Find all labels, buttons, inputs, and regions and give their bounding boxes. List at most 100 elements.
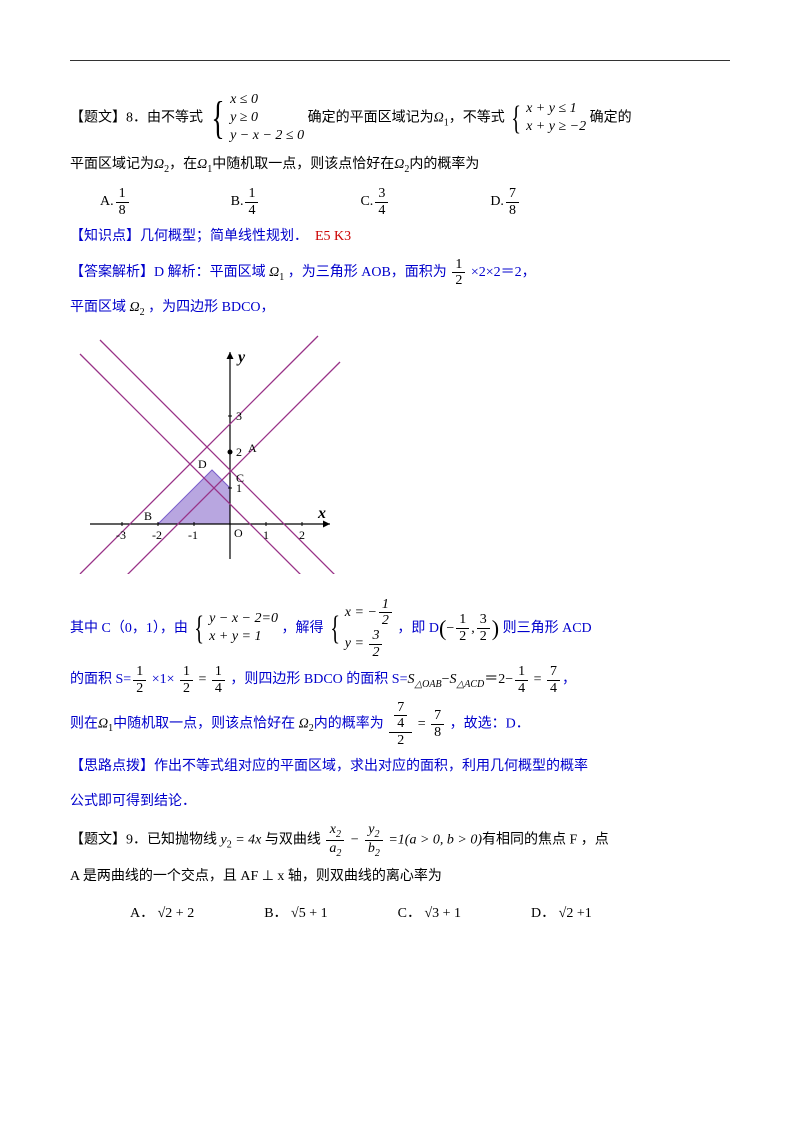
sb1n: 1: [379, 597, 392, 613]
xt-m2: -2: [152, 528, 162, 542]
c3b: 中随机取一点，则该点恰好在: [113, 716, 299, 731]
sys1-r3: y − x − 2 ≤ 0: [230, 127, 304, 145]
q8-t2d: 内的概率为: [409, 157, 479, 172]
q8-t1c: ，不等式: [449, 111, 505, 126]
omega2b: Ω: [394, 157, 404, 172]
calc-line1: 其中 C（0，1），由 { y − x − 2=0 x + y = 1 ，解得 …: [70, 597, 730, 661]
q9-opt-d: D． √2 +1: [531, 899, 592, 930]
bigfrac: 74 2: [389, 700, 412, 748]
q9-l2a: A 是两曲线的一个交点，且 AF ⊥ x 轴，则双曲线的离心率为: [70, 869, 442, 884]
ans2-b: ，为四边形 BDCO，: [145, 300, 275, 315]
ans-b: ，为三角形 AOB，面积为: [284, 265, 450, 280]
opt-b-lbl: B.: [231, 194, 244, 209]
half2: 12: [133, 664, 146, 696]
c3om1: Ω: [98, 716, 108, 731]
sysA: y − x − 2=0 x + y = 1: [209, 610, 278, 646]
q9-cond: =1(a > 0, b > 0): [388, 832, 482, 847]
sysB-r1: x = −12: [345, 597, 394, 629]
b-den: 4: [245, 203, 258, 218]
opt-a-lbl: A.: [100, 194, 114, 209]
sbr1p: x = −: [345, 605, 377, 620]
r3n: 7: [547, 664, 560, 680]
half-d: 2: [452, 273, 465, 288]
ans-om1: Ω: [269, 265, 279, 280]
ans-tag: 【答案解析】D: [70, 265, 164, 280]
comma2: ，: [562, 672, 576, 687]
r2d: 4: [515, 681, 528, 696]
Dc2: 32: [477, 612, 490, 644]
y-axis-label: y: [236, 349, 246, 366]
sys1-r1: x ≤ 0: [230, 91, 304, 109]
kn-tag: 【知识点】: [70, 229, 140, 244]
bnn: 7: [394, 700, 407, 716]
sres: 14: [212, 664, 225, 696]
sbr2p: y =: [345, 636, 368, 651]
opt-c-lbl: C.: [360, 194, 373, 209]
tip-b1: 作出不等式组对应的平面区域，求出对应的面积，利用几何概型的概率: [154, 759, 588, 774]
sys2-r1: x + y ≤ 1: [526, 100, 586, 118]
q8-answer-2: 平面区域 Ω2 ，为四边形 BDCO，: [70, 293, 730, 324]
r3f: 74: [547, 664, 560, 696]
bigd: 2: [389, 733, 412, 748]
sysA-r2: x + y = 1: [209, 628, 278, 646]
q8-t1b: 确定的平面区域记为: [308, 111, 434, 126]
c2-eq: =: [195, 672, 210, 687]
sysB-r2: y = 32: [345, 628, 394, 660]
chart: -3 -2 -1 1 2 1 2 3 x y O A B C D: [70, 334, 730, 587]
finf: 78: [431, 708, 444, 740]
hbs2: 2: [375, 847, 380, 858]
opt-a: A.18: [100, 186, 131, 218]
q8-t1d: 确定的: [590, 111, 632, 126]
sysA-r1: y − x − 2=0: [209, 610, 278, 628]
q8-t2b: ，在: [169, 157, 197, 172]
c1-after: 则三角形 ACD: [499, 621, 592, 636]
d-den: 8: [506, 203, 519, 218]
half: 12: [452, 257, 465, 289]
calc-line3: 则在Ω1中随机取一点，则该点恰好在 Ω2内的概率为 742 = 78 ，故选：D…: [70, 700, 730, 748]
eq2b: =: [530, 672, 545, 687]
hy: y2: [365, 822, 383, 841]
q8-knowledge: 【知识点】几何概型；简单线性规划． E5 K3: [70, 222, 730, 253]
ha: a2: [326, 841, 344, 859]
c3c: 内的概率为: [314, 716, 388, 731]
brace-A: {: [195, 615, 205, 642]
ans-a: 解析：平面区域: [164, 265, 269, 280]
q8-tag: 【题文】8．: [70, 111, 147, 126]
r2n: 1: [515, 664, 528, 680]
h2n: 1: [133, 664, 146, 680]
pt-A: A: [248, 441, 257, 455]
q9-4x: = 4x: [232, 832, 262, 847]
pt-D: D: [198, 457, 207, 471]
d-num: 7: [506, 186, 519, 202]
c1a: 其中 C（0，1），由: [70, 621, 191, 636]
dc2n: 3: [477, 612, 490, 628]
finn: 7: [431, 708, 444, 724]
q8-t1a: 由不等式: [147, 111, 203, 126]
brace-2: {: [512, 105, 522, 132]
bnd: 4: [394, 716, 407, 731]
q9-opt-c: C． √3 + 1: [398, 899, 461, 930]
opt-c-frac: 34: [375, 186, 388, 218]
omega1: Ω: [434, 111, 444, 126]
brace-B: {: [330, 615, 340, 642]
dc1n: 1: [456, 612, 469, 628]
tip-tag: 【思路点拨】: [70, 759, 154, 774]
b-num: 1: [245, 186, 258, 202]
kn-codes: E5 K3: [315, 229, 351, 244]
dc1d: 2: [456, 629, 469, 644]
opt-d-lbl: D.: [490, 194, 504, 209]
half-n: 1: [452, 257, 465, 273]
tip-line1: 【思路点拨】作出不等式组对应的平面区域，求出对应的面积，利用几何概型的概率: [70, 752, 730, 783]
r3d: 4: [547, 681, 560, 696]
xt-2: 2: [299, 528, 305, 542]
q8-sys1: x ≤ 0 y ≥ 0 y − x − 2 ≤ 0: [230, 91, 304, 146]
q9-line2: A 是两曲线的一个交点，且 AF ⊥ x 轴，则双曲线的离心率为: [70, 862, 730, 893]
pt-C: C: [236, 471, 244, 485]
sb1f: 12: [379, 597, 392, 629]
dccomma: ,: [471, 621, 475, 636]
rp: ): [492, 615, 499, 640]
q9-line1: 【题文】9．已知抛物线 y2 = 4x 与双曲线 x2a2 − y2b2 =1(…: [70, 822, 730, 859]
sysB: x = −12 y = 32: [345, 597, 394, 661]
brace-1: {: [211, 100, 224, 137]
q9-opt-b: B． √5 + 1: [264, 899, 327, 930]
